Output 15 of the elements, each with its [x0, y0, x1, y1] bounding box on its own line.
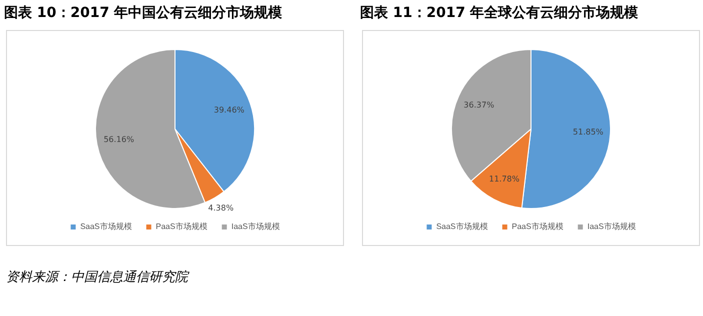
- legend-label: PaaS市场规模: [512, 222, 564, 232]
- data-label: 36.37%: [464, 100, 495, 110]
- legend-label: SaaS市场规模: [80, 222, 132, 232]
- text: 资料来源：中国信息通信研究院: [6, 269, 188, 286]
- chart-title: 图表 10：2017 年中国公有云细分市场规模: [4, 4, 282, 22]
- legend-label: IaaS市场规模: [587, 222, 636, 232]
- data-label: 56.16%: [104, 135, 134, 144]
- legend-label: SaaS市场规模: [436, 222, 488, 232]
- data-label: 4.38%: [208, 203, 234, 212]
- data-label: 39.46%: [214, 105, 245, 114]
- legend-label: PaaS市场规模: [156, 222, 208, 232]
- data-label: 51.85%: [572, 127, 604, 136]
- chart-title: 图表 11：2017 年全球公有云细分市场规模: [360, 4, 638, 22]
- data-label: 11.78%: [488, 174, 520, 184]
- legend-label: IaaS市场规模: [231, 222, 280, 232]
